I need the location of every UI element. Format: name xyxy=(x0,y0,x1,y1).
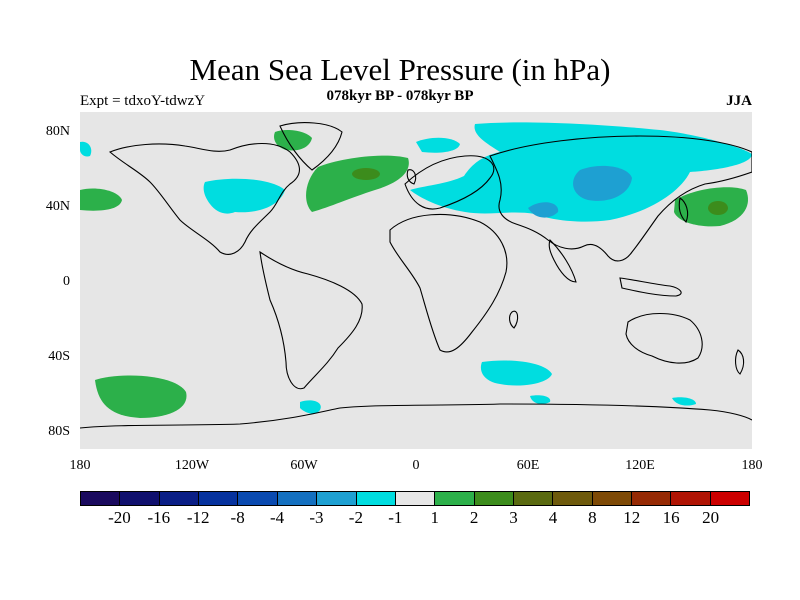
colorbar-swatch xyxy=(513,492,554,505)
anomaly-patch-north-atlantic xyxy=(306,155,409,212)
colorbar-swatch xyxy=(632,492,672,505)
colorbar-label: -4 xyxy=(269,508,285,527)
colorbar-label: -1 xyxy=(388,508,403,527)
x-tick-label: 120E xyxy=(625,458,655,473)
x-tick-label: 120W xyxy=(174,458,210,473)
coastline-madagascar xyxy=(509,310,519,329)
x-tick-label: 0 xyxy=(412,458,420,473)
colorbar-swatch xyxy=(474,492,514,505)
colorbar-label: 1 xyxy=(430,508,439,527)
coastline-australia xyxy=(625,313,703,364)
colorbar-label: -3 xyxy=(309,508,324,527)
negative-anomaly-regions xyxy=(80,122,752,414)
colorbar-label: 4 xyxy=(548,508,558,527)
colorbar-label: -20 xyxy=(108,508,131,527)
chart-subtitle: 078kyr BP - 078kyr BP xyxy=(326,88,474,104)
colorbar-swatch xyxy=(199,492,239,505)
y-tick-label: 80S xyxy=(48,424,70,439)
anomaly-patch-arctic-atlantic xyxy=(416,137,460,153)
coastline-asia xyxy=(489,135,753,262)
anomaly-core-siberia xyxy=(573,165,632,201)
coastline-india xyxy=(548,238,577,283)
x-tick-label: 60E xyxy=(516,458,540,473)
coastline-indonesia xyxy=(619,277,682,297)
coastline-japan xyxy=(678,197,689,223)
colorbar-label: -16 xyxy=(147,508,171,527)
colorbar-label: 3 xyxy=(509,508,518,527)
coastline-europe xyxy=(404,155,495,210)
colorbar-label: 12 xyxy=(623,508,641,527)
anomaly-patch-arctic-pacific xyxy=(80,141,92,157)
colorbar-swatch xyxy=(81,492,121,505)
experiment-label: Expt = tdxoY-tdwzY xyxy=(80,93,206,109)
chart-title: Mean Sea Level Pressure (in hPa) xyxy=(189,52,611,87)
colorbar-swatch xyxy=(435,492,475,505)
colorbar-label: 20 xyxy=(702,508,720,527)
y-tick-label: 0 xyxy=(63,274,70,289)
colorbar-label: 2 xyxy=(469,508,479,527)
coastline-new-zealand xyxy=(735,349,745,375)
colorbar-label: -8 xyxy=(230,508,245,527)
y-tick-label: 40S xyxy=(48,349,70,364)
coastline-north-america xyxy=(108,143,300,255)
colorbar-swatch xyxy=(317,492,357,505)
coastline-uk xyxy=(406,169,417,185)
colorbar-swatch xyxy=(238,492,278,505)
anomaly-patch-greenland xyxy=(274,130,312,151)
coastline-greenland xyxy=(279,122,343,171)
coastline-south-america xyxy=(259,250,363,390)
colorbar-label: 16 xyxy=(662,508,680,527)
colorbar-swatch xyxy=(277,492,318,505)
anomaly-core-central-asia xyxy=(528,202,559,218)
coastline-africa xyxy=(389,213,508,353)
colorbar-swatch xyxy=(356,492,396,505)
colorbar-label: -2 xyxy=(348,508,363,527)
y-tick-label: 80N xyxy=(45,124,70,139)
anomaly-core-north-atlantic xyxy=(352,168,380,180)
coastlines xyxy=(79,122,753,429)
coastline-antarctica xyxy=(79,403,753,429)
anomaly-core-north-pacific xyxy=(708,201,728,215)
map-svg xyxy=(79,112,753,449)
anomaly-patch-southern-indian xyxy=(480,360,552,386)
anomaly-patch-drake-passage xyxy=(300,400,321,414)
anomaly-patch-south-pacific xyxy=(95,375,187,418)
colorbar-swatch xyxy=(120,492,160,505)
colorbar-label: 8 xyxy=(588,508,597,527)
colorbar-swatch xyxy=(395,492,436,505)
y-tick-label: 40N xyxy=(45,199,70,214)
colorbar xyxy=(80,491,750,506)
positive-anomaly-regions xyxy=(80,130,749,418)
colorbar-swatch xyxy=(671,492,711,505)
anomaly-patch-south-atlantic-small xyxy=(530,395,551,404)
colorbar-swatch xyxy=(159,492,200,505)
x-tick-label: 60W xyxy=(290,458,318,473)
x-tick-label: 180 xyxy=(741,458,763,473)
colorbar-swatch xyxy=(710,492,750,505)
x-tick-label: 180 xyxy=(69,458,91,473)
colorbar-label: -12 xyxy=(186,508,210,527)
colorbar-swatch xyxy=(592,492,633,505)
colorbar-swatch xyxy=(553,492,593,505)
season-label: JJA xyxy=(726,93,752,109)
anomaly-patch-east-pacific xyxy=(80,188,122,211)
map-panel xyxy=(79,112,753,449)
anomaly-patch-south-pacific-small xyxy=(672,397,696,406)
anomaly-patch-north-america xyxy=(203,178,285,214)
